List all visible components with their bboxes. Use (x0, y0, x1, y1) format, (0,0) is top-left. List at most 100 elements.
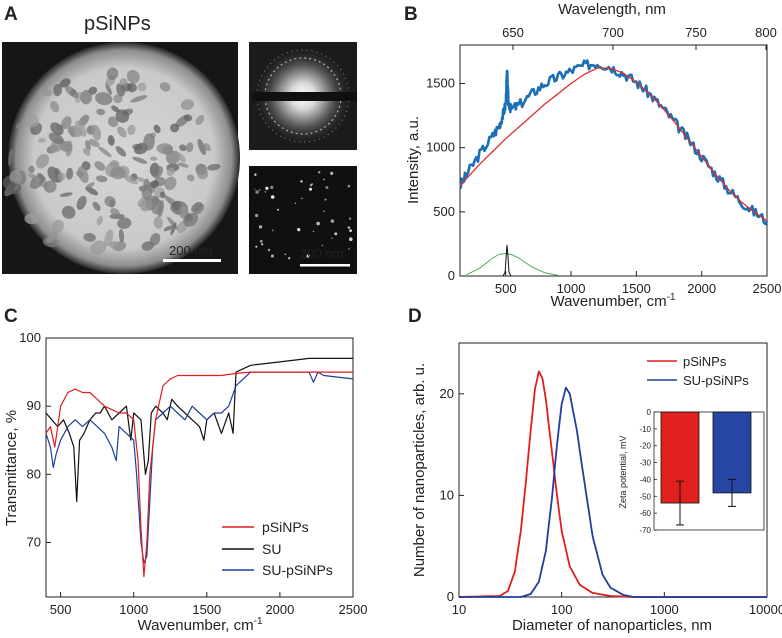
zeta-y-tick-label: 0 (647, 408, 652, 417)
nanoparticle (25, 113, 39, 128)
panel-label-a: A (4, 4, 18, 25)
chart-c-series (45, 357, 354, 578)
nanoparticle (123, 175, 138, 185)
nanoparticle (117, 217, 132, 229)
series-psinps (45, 371, 353, 578)
nanoparticle (170, 123, 180, 133)
chart-d-legend: pSiNPs SU-pSiNPs (647, 354, 749, 388)
nanoparticle (59, 192, 73, 197)
chart-c-y-axis-label: Transmittance, % (3, 410, 20, 526)
chart-c-x-tick-label: 1500 (192, 602, 221, 617)
nanoparticle (109, 213, 125, 219)
series-su-psinps (45, 371, 354, 564)
nanoparticle (88, 139, 100, 147)
dark-field-spot (330, 219, 335, 223)
nanoparticle (76, 195, 87, 210)
zeta-y-tick-label: -50 (639, 492, 651, 501)
chart-d-x-tick-label: 100 (551, 602, 573, 617)
chart-c: Wavenumber, cm-1 Transmittance, % 500 100… (3, 330, 367, 634)
nanoparticle (37, 138, 46, 143)
dark-field-spot (255, 190, 259, 194)
chart-b-y-tick-label: 0 (448, 268, 455, 283)
chart-d-x-tick-label: 1000 (650, 602, 679, 617)
nanoparticle (43, 180, 57, 193)
nanoparticle (96, 216, 103, 226)
zeta-y-tick-label: -30 (639, 459, 651, 468)
dark-field-spots (254, 171, 353, 260)
dark-field-spot (348, 248, 350, 250)
legend-label-psinps: pSiNPs (262, 519, 309, 535)
nanoparticle (127, 124, 136, 135)
nanoparticle (98, 146, 112, 158)
dark-field-spot (254, 173, 257, 176)
nanoparticle (80, 90, 93, 105)
nanoparticle (85, 140, 91, 151)
dark-field-spot (258, 189, 261, 191)
nanoparticle (24, 213, 40, 225)
chart-c-y-tick-label: 90 (27, 398, 41, 413)
nanoparticle (137, 196, 147, 207)
nanoparticle (50, 101, 60, 113)
micrograph-title: pSiNPs (84, 13, 151, 35)
nanoparticle (132, 156, 148, 164)
series-green-gaussian (466, 253, 559, 276)
chart-c-y-tick-label: 70 (27, 534, 41, 549)
chart-b-ticks: 500 1000 1500 2000 2500 0 500 1000 1500 (426, 76, 781, 297)
nanoparticle (41, 225, 52, 234)
nanoparticle (115, 109, 130, 123)
chart-d-x-tick-label: 10000 (749, 602, 782, 617)
nanoparticle (185, 142, 194, 153)
chart-d-y-axis-label: Number of nanoparticles, arb. u. (411, 363, 428, 577)
dark-field-spot (331, 237, 333, 239)
dark-field-spot (259, 239, 263, 243)
nanoparticle (170, 222, 177, 236)
nanoparticle (111, 105, 120, 113)
panel-label-d: D (408, 306, 422, 327)
chart-c-x-axis-label: Wavenumber, cm-1 (137, 616, 262, 634)
zeta-y-tick-label: -70 (639, 526, 651, 535)
nanoparticle (96, 108, 106, 116)
chart-b-y-tick-label: 1500 (426, 76, 455, 91)
dark-field-spot (330, 171, 334, 175)
chart-c-x-tick-label: 2500 (339, 602, 368, 617)
chart-c-y-tick-label: 100 (19, 330, 41, 345)
chart-b-x-tick-label: 1000 (557, 281, 586, 296)
nanoparticle (117, 126, 127, 138)
chart-d-x-axis-label: Diameter of nanoparticles, nm (512, 617, 712, 634)
dark-field-spot (254, 188, 256, 190)
chart-c-frame (45, 337, 354, 598)
chart-b-x-tick-label: 2500 (753, 281, 782, 296)
nanoparticle (106, 67, 119, 80)
dark-field-spot (265, 186, 269, 190)
series-spectrum (459, 59, 769, 226)
zeta-inset: Zeta potential, mV 0 -10 -20 -30 -40 -50 -60 -7… (618, 408, 765, 535)
nanoparticle (9, 181, 15, 195)
nanoparticle (177, 162, 189, 168)
zeta-inset-frame (653, 411, 765, 531)
series-psinps-size (458, 370, 767, 598)
nanoparticle (36, 153, 50, 169)
nanoparticle (109, 160, 120, 168)
nanoparticle (77, 166, 89, 184)
scale-bar-df (300, 264, 350, 267)
chart-d-y-tick-label: 0 (447, 589, 454, 604)
chart-b-xlabel-sup: -1 (667, 292, 676, 303)
dark-field-spot (270, 185, 274, 189)
nanoparticle (159, 82, 171, 92)
nanoparticle (92, 201, 101, 212)
nanoparticle (105, 83, 112, 95)
chart-b-x-axis-label: Wavenumber, cm-1 (550, 292, 675, 310)
chart-b-series (459, 59, 769, 277)
chart-b-x-tick-label: 1500 (622, 281, 651, 296)
chart-c-xlabel-main: Wavenumber, cm (137, 617, 253, 634)
dark-field-spot (288, 257, 291, 260)
top-tick-label: 800 (755, 25, 777, 40)
chart-c-x-tick-label: 2000 (265, 602, 294, 617)
nanoparticle (153, 124, 161, 134)
nanoparticle (156, 143, 174, 154)
scale-bar-main-label: 200 nm (169, 243, 212, 258)
nanoparticle (195, 115, 205, 125)
chart-b-y-tick-label: 500 (433, 204, 455, 219)
zeta-inset-y-label: Zeta potential, mV (618, 435, 628, 508)
